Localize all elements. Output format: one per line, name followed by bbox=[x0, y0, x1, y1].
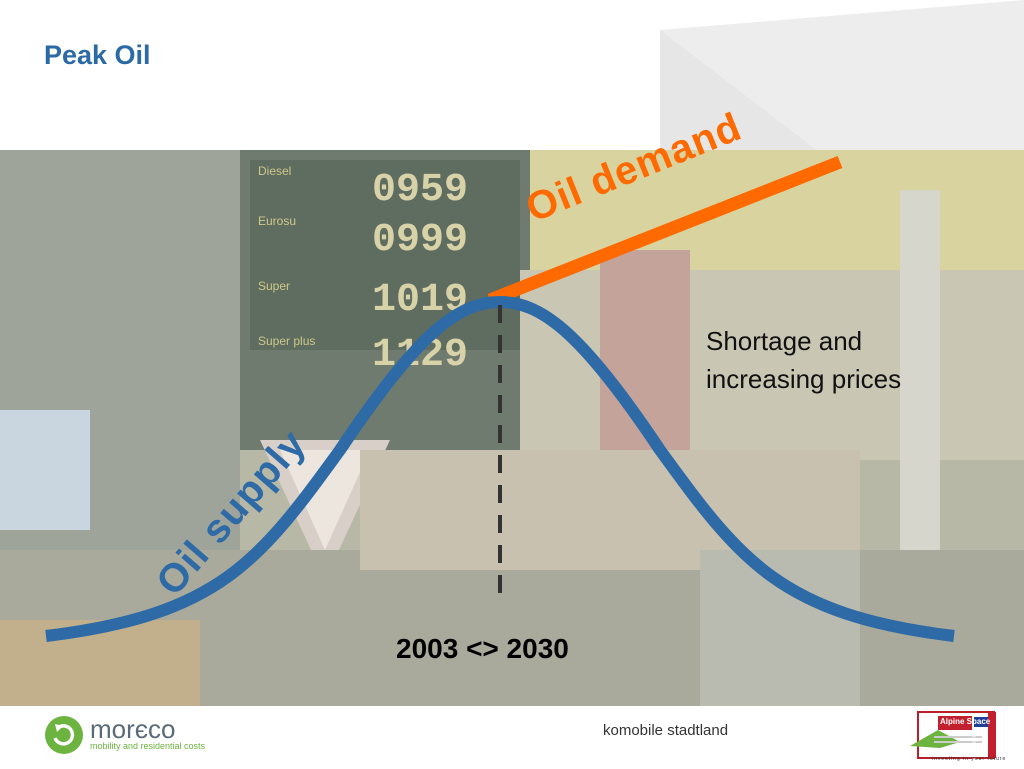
moreco-logo-tagline: mobility and residential costs bbox=[90, 741, 206, 751]
shortage-text: Shortage and increasing prices bbox=[706, 322, 901, 398]
slide-title: Peak Oil bbox=[44, 40, 151, 70]
svg-text:0999: 0999 bbox=[372, 218, 468, 263]
svg-text:Diesel: Diesel bbox=[258, 164, 291, 178]
moreco-logo: morєco mobility and residential costs bbox=[44, 714, 214, 765]
alpine-space-logo: Alpine Space COOPERATION investing in yo… bbox=[910, 710, 1005, 769]
svg-text:Super plus: Super plus bbox=[258, 334, 315, 348]
footer-credit: komobile stadtland bbox=[603, 722, 729, 739]
alpine-space-tagline: investing in your future bbox=[932, 756, 1007, 762]
moreco-logo-graphic bbox=[45, 716, 83, 754]
oil-supply-curve bbox=[45, 295, 955, 642]
svg-text:Eurosu: Eurosu bbox=[258, 214, 296, 228]
svg-text:Super: Super bbox=[258, 279, 290, 293]
shortage-line-1: Shortage and bbox=[706, 326, 863, 356]
oil-demand-line bbox=[487, 155, 843, 307]
alpine-space-name: Alpine Space bbox=[940, 717, 991, 726]
alpine-space-logo-graphic bbox=[910, 711, 996, 759]
moreco-logo-name: morєco bbox=[90, 714, 176, 744]
footer-bar bbox=[0, 706, 1024, 768]
years-label: 2003 <> 2030 bbox=[396, 633, 569, 664]
svg-text:0959: 0959 bbox=[372, 168, 468, 213]
shortage-line-2: increasing prices bbox=[706, 364, 902, 394]
